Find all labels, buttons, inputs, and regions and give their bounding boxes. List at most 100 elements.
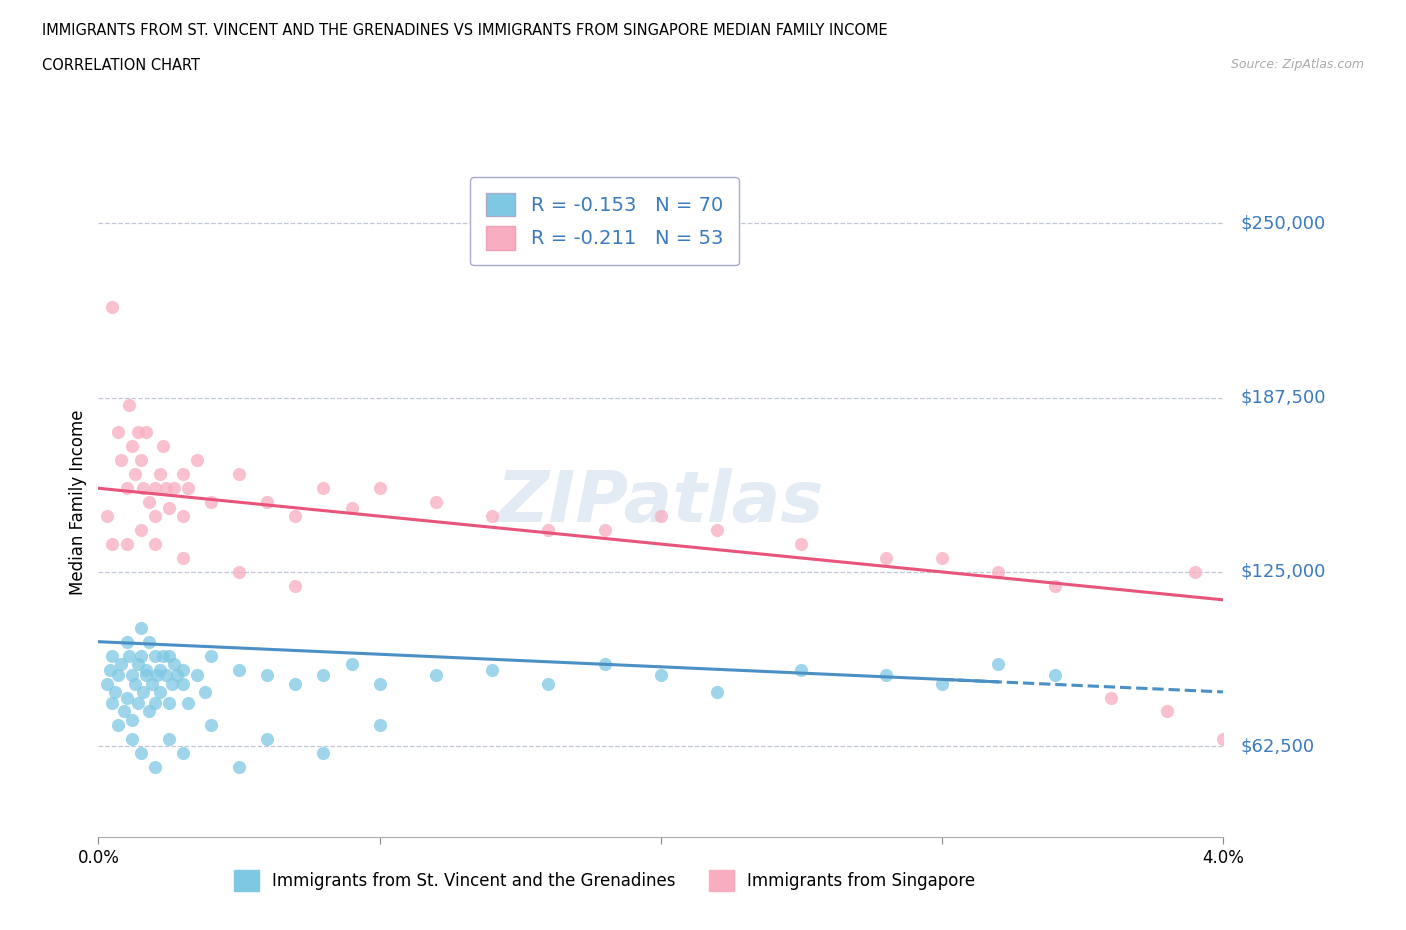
Point xyxy=(481,509,503,524)
Point xyxy=(875,551,897,565)
Point xyxy=(312,746,335,761)
Point xyxy=(186,453,208,468)
Point xyxy=(129,453,152,468)
Point xyxy=(143,760,166,775)
Y-axis label: Median Family Income: Median Family Income xyxy=(69,409,87,595)
Point xyxy=(172,467,194,482)
Point xyxy=(228,565,250,579)
Point xyxy=(706,684,728,699)
Point xyxy=(157,648,180,663)
Point xyxy=(127,696,149,711)
Point xyxy=(96,676,118,691)
Point xyxy=(132,481,155,496)
Point xyxy=(875,668,897,683)
Point xyxy=(129,746,152,761)
Point xyxy=(129,620,152,635)
Point xyxy=(98,662,121,677)
Point xyxy=(1043,578,1066,593)
Point xyxy=(194,684,217,699)
Point xyxy=(1043,668,1066,683)
Point xyxy=(425,495,447,510)
Point xyxy=(987,565,1010,579)
Point xyxy=(101,299,124,314)
Point xyxy=(228,467,250,482)
Point xyxy=(1156,704,1178,719)
Point xyxy=(481,662,503,677)
Text: IMMIGRANTS FROM ST. VINCENT AND THE GRENADINES VS IMMIGRANTS FROM SINGAPORE MEDI: IMMIGRANTS FROM ST. VINCENT AND THE GREN… xyxy=(42,23,887,38)
Point xyxy=(138,704,160,719)
Point xyxy=(124,676,146,691)
Point xyxy=(650,668,672,683)
Point xyxy=(312,668,335,683)
Text: $250,000: $250,000 xyxy=(1240,214,1326,232)
Point xyxy=(172,746,194,761)
Point xyxy=(110,453,132,468)
Point xyxy=(121,439,143,454)
Point xyxy=(228,662,250,677)
Text: Source: ZipAtlas.com: Source: ZipAtlas.com xyxy=(1230,58,1364,71)
Point xyxy=(368,676,391,691)
Point xyxy=(186,668,208,683)
Point xyxy=(149,684,172,699)
Point xyxy=(340,657,363,671)
Point xyxy=(1099,690,1122,705)
Point xyxy=(537,676,560,691)
Point xyxy=(149,467,172,482)
Point xyxy=(931,551,953,565)
Point xyxy=(104,684,127,699)
Point xyxy=(121,668,143,683)
Point xyxy=(340,500,363,515)
Point xyxy=(931,676,953,691)
Point xyxy=(157,732,180,747)
Point xyxy=(200,495,222,510)
Point xyxy=(163,657,186,671)
Point xyxy=(790,537,813,551)
Point xyxy=(135,425,157,440)
Point xyxy=(124,467,146,482)
Point xyxy=(152,439,174,454)
Point xyxy=(1184,565,1206,579)
Text: $62,500: $62,500 xyxy=(1240,737,1315,755)
Point xyxy=(107,425,129,440)
Point xyxy=(121,712,143,727)
Point xyxy=(157,696,180,711)
Point xyxy=(172,676,194,691)
Point xyxy=(425,668,447,683)
Point xyxy=(115,481,138,496)
Point xyxy=(135,662,157,677)
Point xyxy=(155,668,177,683)
Point xyxy=(706,523,728,538)
Point xyxy=(172,662,194,677)
Point xyxy=(127,425,149,440)
Point xyxy=(200,648,222,663)
Point xyxy=(129,523,152,538)
Text: CORRELATION CHART: CORRELATION CHART xyxy=(42,58,200,73)
Point xyxy=(135,668,157,683)
Point xyxy=(256,495,278,510)
Point xyxy=(256,668,278,683)
Point xyxy=(228,760,250,775)
Point xyxy=(160,676,183,691)
Point xyxy=(107,718,129,733)
Point xyxy=(138,495,160,510)
Point xyxy=(1212,732,1234,747)
Point xyxy=(110,657,132,671)
Point xyxy=(284,509,307,524)
Point xyxy=(118,648,141,663)
Point xyxy=(537,523,560,538)
Point xyxy=(163,481,186,496)
Text: ZIPatlas: ZIPatlas xyxy=(498,468,824,537)
Point xyxy=(256,732,278,747)
Point xyxy=(146,668,169,683)
Point xyxy=(127,657,149,671)
Point xyxy=(143,696,166,711)
Point xyxy=(118,397,141,412)
Point xyxy=(157,500,180,515)
Point xyxy=(101,648,124,663)
Point xyxy=(177,696,200,711)
Point xyxy=(284,676,307,691)
Point xyxy=(141,676,163,691)
Point xyxy=(143,481,166,496)
Point xyxy=(115,690,138,705)
Legend: Immigrants from St. Vincent and the Grenadines, Immigrants from Singapore: Immigrants from St. Vincent and the Gren… xyxy=(222,858,987,902)
